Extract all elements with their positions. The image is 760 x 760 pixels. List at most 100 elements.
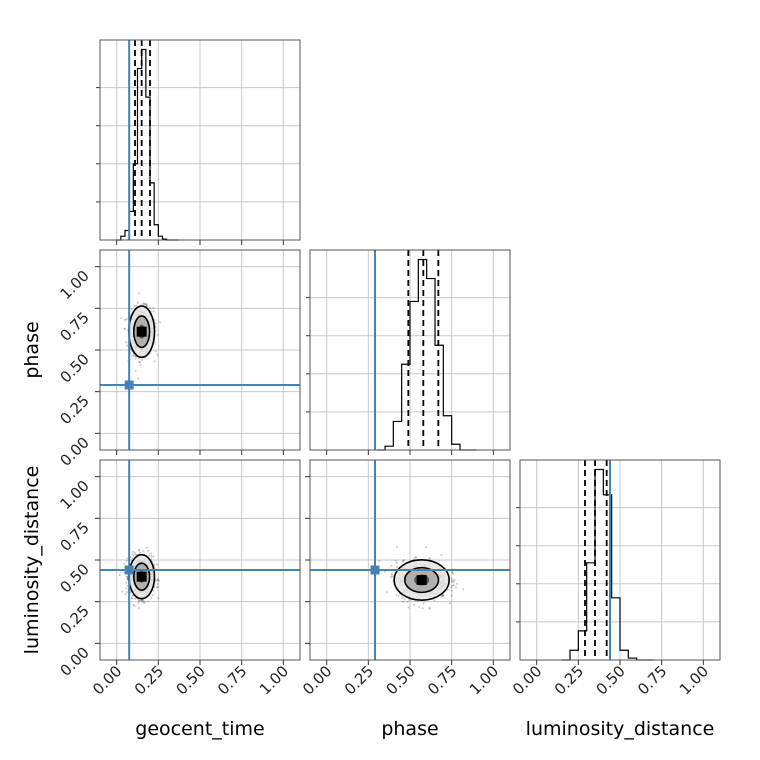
sample-point xyxy=(433,599,436,602)
sample-point xyxy=(385,591,388,594)
sample-point xyxy=(137,599,140,602)
y-tick-label: 0.50 xyxy=(56,350,92,386)
sample-point xyxy=(451,571,454,574)
sample-point xyxy=(148,307,151,310)
y-tick-label: 0.25 xyxy=(56,392,92,428)
sample-point xyxy=(451,584,454,587)
y-axis-label-phase: phase xyxy=(21,321,43,378)
sample-point xyxy=(153,319,156,321)
sample-point xyxy=(440,595,443,598)
x-tick-label: 0.75 xyxy=(634,662,670,698)
sample-point xyxy=(126,584,129,587)
sample-point xyxy=(159,321,162,324)
sample-point xyxy=(447,588,449,591)
sample-point xyxy=(414,556,417,559)
sample-point xyxy=(137,301,139,304)
x-tick-label: 1.00 xyxy=(676,662,712,698)
sample-point xyxy=(124,318,126,321)
sample-point xyxy=(428,606,431,609)
sample-point xyxy=(421,607,424,610)
sample-point xyxy=(154,341,156,344)
x-axis-label-phase: phase xyxy=(381,718,438,740)
sample-point xyxy=(407,606,410,609)
sample-point xyxy=(125,581,128,584)
sample-point xyxy=(406,600,409,603)
sample-point xyxy=(126,576,129,579)
sample-point xyxy=(140,599,143,602)
sample-point xyxy=(156,353,159,356)
sample-point xyxy=(148,554,151,557)
sample-point xyxy=(153,360,156,363)
sample-point xyxy=(395,566,398,569)
y-tick-label: 0.50 xyxy=(56,560,92,596)
density-peak xyxy=(416,575,427,585)
histogram-step-line xyxy=(116,48,180,241)
histogram-panel-geocent_time xyxy=(96,39,301,241)
sample-point xyxy=(150,555,153,558)
y-tick-label: 1.00 xyxy=(56,267,92,303)
y-tick-label: 0.25 xyxy=(56,602,92,638)
sample-point xyxy=(390,564,393,567)
sample-point xyxy=(402,559,405,562)
density-panel-phase-luminosity_distance xyxy=(309,459,511,661)
x-tick-label: 0.25 xyxy=(131,662,167,698)
sample-point xyxy=(422,602,425,605)
sample-point xyxy=(451,579,454,582)
sample-point xyxy=(134,370,137,373)
sample-point xyxy=(451,572,454,575)
sample-point xyxy=(138,292,141,295)
sample-point xyxy=(123,328,126,330)
sample-point xyxy=(403,559,406,561)
sample-point xyxy=(378,559,381,562)
x-tick-label: 0.00 xyxy=(89,662,125,698)
y-tick-label: 0.00 xyxy=(56,433,92,469)
sample-point xyxy=(442,594,445,597)
sample-point xyxy=(142,549,145,552)
sample-point xyxy=(390,576,392,579)
sample-point xyxy=(142,303,145,306)
density-panel-geocent_time-luminosity_distance xyxy=(99,459,301,661)
sample-point xyxy=(138,361,141,364)
sample-point xyxy=(442,594,445,597)
x-tick-label: 1.00 xyxy=(466,662,502,698)
y-tick-label: 1.00 xyxy=(56,477,92,513)
sample-point xyxy=(132,603,135,606)
sample-point xyxy=(145,303,148,306)
x-tick-label: 0.50 xyxy=(382,662,418,698)
sample-point xyxy=(449,602,451,605)
sample-point xyxy=(129,591,132,594)
sample-point xyxy=(158,579,160,582)
sample-point xyxy=(450,578,453,581)
sample-point xyxy=(141,599,144,602)
sample-point xyxy=(452,584,455,587)
truth-marker xyxy=(124,565,134,575)
x-tick-label: 0.75 xyxy=(424,662,460,698)
sample-point xyxy=(397,595,400,598)
sample-point xyxy=(150,552,153,555)
sample-point xyxy=(395,546,398,549)
sample-point xyxy=(156,563,158,566)
sample-point xyxy=(390,573,393,576)
sample-point xyxy=(147,600,150,603)
sample-point xyxy=(137,549,140,552)
sample-point xyxy=(132,354,135,357)
histogram-panel-phase xyxy=(306,249,511,451)
sample-point xyxy=(425,546,428,549)
sample-point xyxy=(125,591,128,593)
sample-point xyxy=(441,594,444,597)
sample-point xyxy=(133,551,136,554)
sample-point xyxy=(134,597,137,600)
sample-point xyxy=(157,578,160,581)
sample-point xyxy=(144,303,147,306)
histogram-panel-luminosity_distance xyxy=(516,459,721,661)
sample-point xyxy=(131,596,134,599)
sample-point xyxy=(428,557,431,560)
sample-point xyxy=(156,579,158,582)
sample-point xyxy=(138,599,141,602)
sample-point xyxy=(125,575,128,578)
x-tick-label: 0.00 xyxy=(509,662,545,698)
sample-point xyxy=(154,322,157,325)
sample-point xyxy=(453,579,456,582)
sample-point xyxy=(133,605,136,607)
